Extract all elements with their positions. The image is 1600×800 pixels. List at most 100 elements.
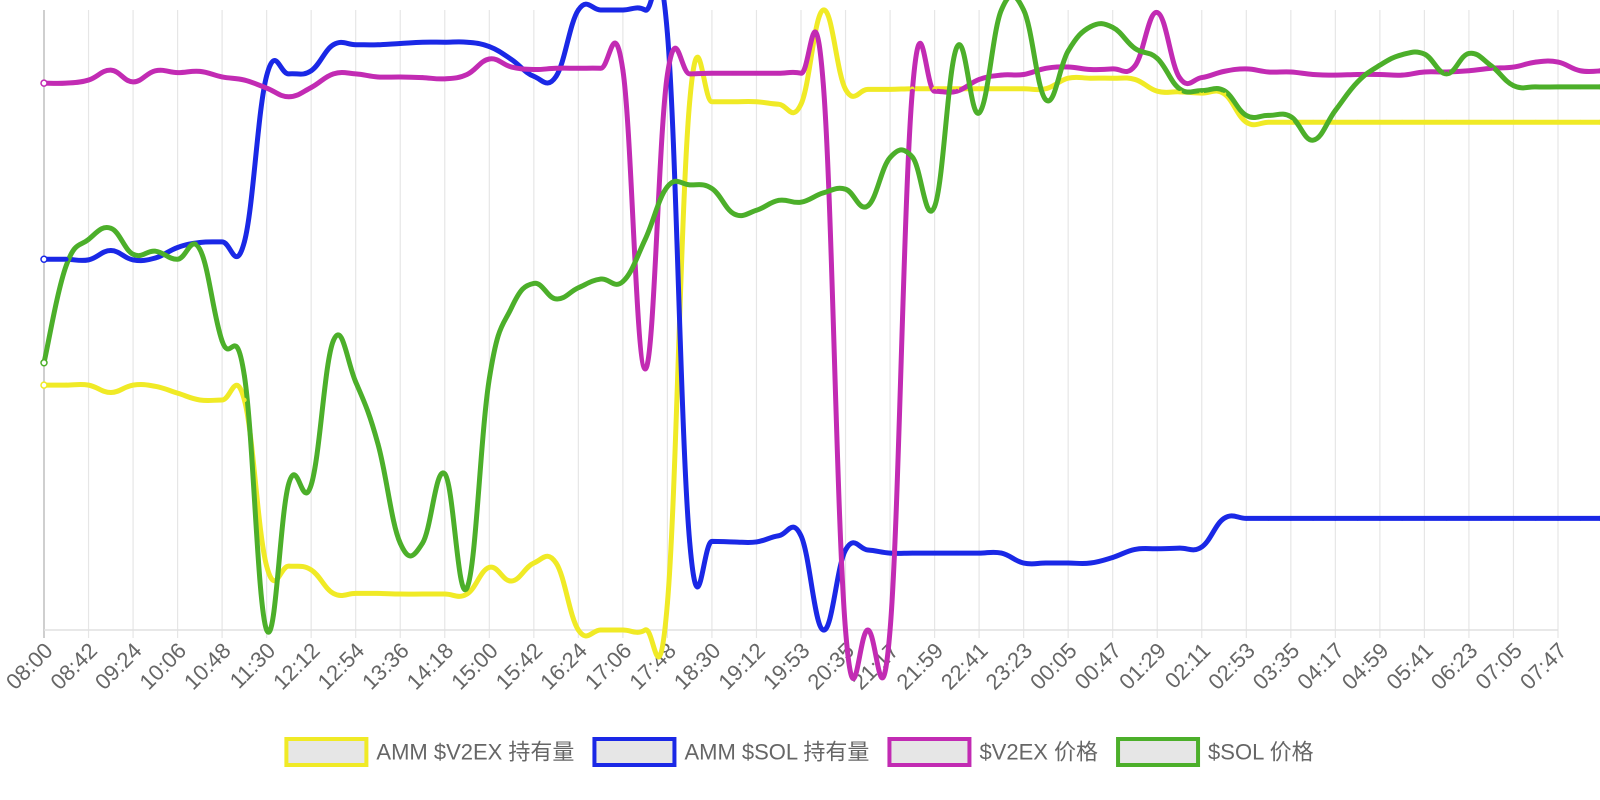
data-point — [420, 591, 425, 597]
x-tick-label: 13:36 — [357, 638, 414, 695]
data-point — [620, 279, 626, 284]
data-point — [1310, 516, 1316, 521]
data-point — [598, 7, 603, 13]
data-point — [153, 68, 158, 74]
data-point — [420, 39, 425, 45]
data-point — [1088, 560, 1093, 566]
data-point — [820, 7, 826, 13]
data-point — [63, 256, 69, 262]
data-point — [353, 379, 359, 385]
data-point — [219, 239, 225, 245]
data-point — [1488, 516, 1494, 521]
data-point — [219, 397, 225, 403]
data-point — [1199, 75, 1205, 80]
data-point — [464, 585, 470, 591]
data-point — [1110, 66, 1116, 72]
data-point — [1132, 46, 1138, 51]
data-point — [86, 257, 91, 263]
data-point — [776, 533, 782, 539]
data-point — [1132, 77, 1138, 82]
data-point — [887, 627, 893, 633]
data-point — [1377, 516, 1383, 521]
legend-swatch — [887, 737, 972, 767]
series-lines — [41, 0, 1600, 681]
data-point — [1444, 71, 1449, 77]
data-point — [40, 79, 48, 87]
data-point — [1511, 83, 1516, 88]
data-point — [731, 99, 737, 105]
data-point — [153, 255, 158, 261]
data-point — [509, 57, 514, 62]
data-point — [1110, 555, 1116, 560]
data-point — [464, 591, 470, 597]
vertical-gridlines — [43, 10, 1559, 638]
data-point — [1555, 119, 1561, 125]
data-point — [1466, 51, 1472, 56]
data-point — [264, 563, 269, 569]
legend-item[interactable]: $SOL 价格 — [1116, 737, 1314, 767]
x-tick-label: 09:24 — [90, 638, 147, 695]
data-point — [1221, 516, 1227, 521]
data-point — [63, 263, 69, 268]
legend-item[interactable]: AMM $V2EX 持有量 — [284, 737, 574, 767]
data-point — [286, 563, 292, 569]
data-point — [153, 248, 158, 254]
data-point — [331, 591, 336, 596]
x-tick-label: 21:59 — [892, 638, 949, 695]
data-point — [553, 296, 559, 302]
data-point — [1243, 516, 1249, 521]
data-point — [442, 76, 448, 82]
x-tick-label: 00:47 — [1070, 638, 1127, 695]
data-point — [1065, 560, 1071, 566]
data-point — [1199, 544, 1205, 550]
data-point — [1355, 516, 1360, 521]
x-tick-label: 22:41 — [936, 638, 993, 695]
data-point — [286, 480, 292, 486]
data-point — [63, 80, 69, 86]
data-point — [1511, 119, 1516, 125]
legend-label: AMM $V2EX 持有量 — [376, 740, 574, 765]
legend-item[interactable]: AMM $SOL 持有量 — [592, 737, 869, 767]
data-point — [219, 338, 225, 344]
data-point — [709, 99, 715, 105]
data-point — [1555, 59, 1561, 65]
data-point — [1266, 516, 1271, 521]
data-point — [86, 237, 91, 242]
data-point — [331, 338, 336, 343]
data-point — [999, 72, 1004, 78]
data-point — [576, 627, 581, 633]
data-point — [1132, 63, 1138, 69]
data-point — [331, 71, 336, 77]
data-point — [40, 359, 48, 367]
data-point — [798, 199, 804, 205]
data-point — [175, 256, 180, 262]
data-point — [598, 627, 603, 633]
data-point — [286, 71, 292, 77]
data-point — [687, 539, 692, 545]
data-point — [1444, 119, 1449, 125]
series-line-1 — [41, 0, 1600, 633]
data-point — [1466, 68, 1472, 74]
data-point — [1177, 545, 1182, 551]
data-point — [197, 240, 203, 245]
data-point — [820, 190, 826, 196]
data-point — [1288, 119, 1294, 125]
x-tick-label: 16:24 — [535, 638, 592, 695]
data-point — [397, 540, 403, 546]
data-point — [1355, 72, 1360, 77]
data-point — [63, 382, 69, 388]
data-point — [531, 281, 537, 286]
data-point — [1154, 88, 1160, 94]
data-point — [353, 42, 359, 48]
data-point — [308, 68, 314, 74]
data-point — [976, 86, 982, 92]
data-point — [464, 39, 470, 45]
data-point — [932, 88, 937, 94]
data-point — [375, 591, 381, 596]
data-point — [820, 627, 826, 633]
x-tick-label: 17:06 — [580, 638, 637, 695]
data-point — [620, 7, 626, 13]
data-point — [620, 627, 626, 633]
legend-item[interactable]: $V2EX 价格 — [887, 737, 1098, 767]
data-point — [1533, 84, 1539, 90]
